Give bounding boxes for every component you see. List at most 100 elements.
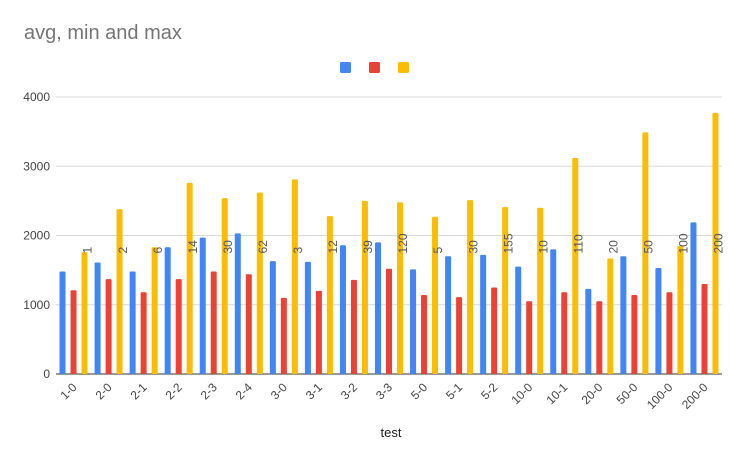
data-labels: 1 2 6 14 30 62 3 12 39 120 5 30 155 10 110 20 50 100 200 xyxy=(81,233,726,253)
legend-swatch xyxy=(340,62,351,73)
x-axis-title: test xyxy=(381,425,402,440)
data-label: 10 xyxy=(536,240,550,254)
bar-1-0-s1 xyxy=(70,290,77,374)
x-tick-label: 3-0 xyxy=(268,380,290,402)
bar-10-1-s2 xyxy=(572,157,579,374)
x-tick-label: 3-2 xyxy=(338,380,360,402)
bar-20-0-s1 xyxy=(596,301,603,374)
bar-100-0-s1 xyxy=(666,292,673,374)
data-label: 155 xyxy=(501,233,515,253)
data-label: 20 xyxy=(606,240,620,254)
y-tick-label: 0 xyxy=(43,367,50,381)
bar-5-1-s1 xyxy=(456,297,463,374)
chart-title: avg, min and max xyxy=(24,22,182,44)
x-tick-label: 100-0 xyxy=(644,380,676,412)
bar-100-0-s2 xyxy=(677,245,684,374)
x-tick-label: 10-1 xyxy=(543,380,570,407)
bar-3-2-s1 xyxy=(350,279,357,374)
bar-50-0-s1 xyxy=(631,295,638,374)
bar-3-2-s2 xyxy=(361,200,368,374)
bar-3-0-s0 xyxy=(269,261,276,374)
x-tick-label: 5-2 xyxy=(478,380,500,402)
bar-10-0-s0 xyxy=(515,266,522,374)
data-label: 1 xyxy=(81,247,95,254)
data-label: 200 xyxy=(712,233,726,253)
bar-2-2-s2 xyxy=(186,182,193,374)
x-tick-label: 2-0 xyxy=(93,380,115,402)
bar-3-3-s0 xyxy=(375,242,381,374)
bar-5-2-s0 xyxy=(480,254,487,374)
bar-1-0-s0 xyxy=(59,271,66,374)
bar-200-0-s1 xyxy=(701,283,708,374)
x-tick-label: 2-3 xyxy=(198,380,220,402)
x-tick-label: 1-0 xyxy=(57,380,79,402)
bar-2-1-s2 xyxy=(151,247,158,374)
bar-2-3-s0 xyxy=(199,237,206,374)
bar-2-4-s1 xyxy=(245,274,252,374)
x-tick-label: 200-0 xyxy=(679,380,711,412)
bar-50-0-s0 xyxy=(620,256,627,374)
bar-2-0-s1 xyxy=(105,279,112,374)
legend-swatch xyxy=(398,62,409,73)
data-label: 50 xyxy=(642,240,656,254)
data-label: 39 xyxy=(361,240,375,254)
data-label: 100 xyxy=(677,233,691,253)
y-tick-label: 3000 xyxy=(23,159,50,173)
bar-5-1-s0 xyxy=(445,256,452,374)
y-tick-label: 2000 xyxy=(23,229,50,243)
data-label: 3 xyxy=(291,247,305,254)
x-tick-label: 2-2 xyxy=(163,380,185,402)
bar-3-1-s0 xyxy=(304,261,311,374)
bar-10-0-s1 xyxy=(526,301,533,374)
bar-10-1-s1 xyxy=(561,292,568,374)
bar-3-0-s2 xyxy=(291,179,298,374)
bar-5-2-s1 xyxy=(491,287,498,374)
data-label: 30 xyxy=(221,240,235,254)
bar-2-3-s2 xyxy=(221,198,228,374)
bar-2-3-s1 xyxy=(210,271,217,374)
x-tick-label: 20-0 xyxy=(579,380,606,407)
bar-10-0-s2 xyxy=(537,207,544,374)
bar-3-1-s1 xyxy=(315,290,322,374)
bar-2-1-s1 xyxy=(140,292,147,374)
x-tick-label: 5-0 xyxy=(408,380,430,402)
x-axis: 1-0 2-0 2-1 2-2 2-3 2-4 3-0 3-1 3-2 3-3 5-0 5-1 5-2 1… xyxy=(57,380,710,412)
bar-200-0-s2 xyxy=(712,112,719,375)
bar-3-2-s0 xyxy=(339,245,346,374)
bar-1-0-s2 xyxy=(81,252,88,374)
y-tick-label: 4000 xyxy=(23,90,50,104)
y-tick-label: 1000 xyxy=(23,298,50,312)
bar-5-0-s2 xyxy=(432,216,439,374)
bar-5-2-s2 xyxy=(502,207,509,374)
bar-3-0-s1 xyxy=(280,297,287,374)
bar-5-0-s0 xyxy=(410,269,417,374)
bar-3-3-s1 xyxy=(386,268,392,374)
bar-2-4-s0 xyxy=(234,233,241,374)
bar-5-1-s2 xyxy=(467,200,474,374)
x-tick-label: 10-0 xyxy=(508,380,535,407)
bar-50-0-s2 xyxy=(642,132,649,374)
data-label: 5 xyxy=(431,247,445,254)
bars xyxy=(59,112,719,375)
bar-20-0-s0 xyxy=(585,288,592,374)
bar-200-0-s0 xyxy=(690,222,697,374)
data-label: 110 xyxy=(571,234,585,253)
bar-10-1-s0 xyxy=(550,249,557,374)
x-tick-label: 5-1 xyxy=(443,380,465,402)
x-tick-label: 3-1 xyxy=(303,380,325,402)
y-axis: 0 1000 2000 3000 4000 xyxy=(23,90,50,381)
data-label: 120 xyxy=(396,233,410,253)
x-tick-label: 3-3 xyxy=(373,380,395,402)
bar-2-0-s0 xyxy=(94,262,101,374)
bar-2-4-s2 xyxy=(256,192,263,374)
data-label: 62 xyxy=(256,240,270,254)
x-tick-label: 50-0 xyxy=(614,380,641,407)
data-label: 12 xyxy=(326,240,340,254)
legend xyxy=(340,62,409,73)
legend-swatch xyxy=(369,62,380,73)
x-tick-label: 2-1 xyxy=(128,380,150,402)
data-label: 6 xyxy=(151,247,165,254)
data-label: 14 xyxy=(186,240,200,254)
